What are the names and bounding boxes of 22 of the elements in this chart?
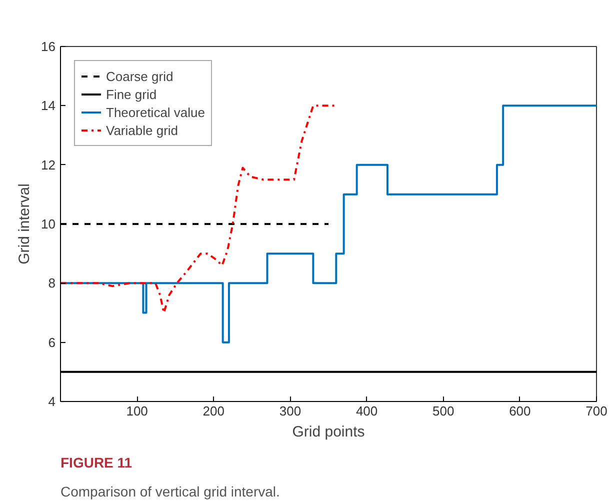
x-tick-label: 700 bbox=[586, 404, 608, 418]
y-tick-label: 12 bbox=[41, 157, 56, 172]
legend-label: Coarse grid bbox=[106, 68, 174, 85]
x-tick-label: 200 bbox=[202, 404, 224, 418]
text: Comparison of vertical grid interval. bbox=[60, 484, 280, 500]
x-axis-title: Grid points bbox=[292, 424, 365, 440]
y-tick-label: 8 bbox=[48, 276, 56, 291]
legend-label: Fine grid bbox=[106, 86, 157, 103]
x-tick-label: 300 bbox=[279, 404, 302, 418]
y-tick-label: 10 bbox=[41, 216, 56, 232]
y-axis-title: Grid interval bbox=[16, 184, 34, 264]
y-tick-label: 16 bbox=[41, 39, 56, 54]
y-tick-label: 14 bbox=[41, 98, 56, 114]
y-tick-label: 4 bbox=[48, 394, 56, 409]
legend-label: Theoretical value bbox=[106, 104, 205, 121]
legend-label: Variable grid bbox=[106, 122, 178, 139]
caption: FIGURE 11 bbox=[60, 454, 132, 470]
x-tick-label: 100 bbox=[126, 404, 148, 418]
x-tick-label: 600 bbox=[509, 404, 531, 418]
x-tick-label: 500 bbox=[432, 404, 454, 418]
y-tick-label: 6 bbox=[48, 334, 56, 350]
x-tick-label: 400 bbox=[356, 404, 378, 418]
